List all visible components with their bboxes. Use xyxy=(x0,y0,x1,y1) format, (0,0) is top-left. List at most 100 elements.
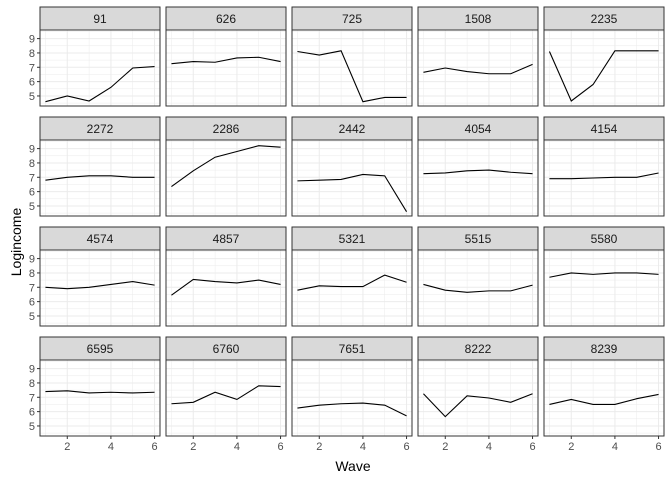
y-axis-ticks: 5 6 7 8 9 5 6 7 8 9 5 6 7 8 9 5 6 7 8 9 xyxy=(29,34,40,433)
plot-background xyxy=(544,250,664,326)
series-line-2286 xyxy=(171,145,281,188)
facet-panel-1508: 1508 xyxy=(417,6,539,107)
gridlines xyxy=(544,250,664,326)
facet-panel-2442: 2442 xyxy=(291,116,413,217)
series-line-4857 xyxy=(171,278,281,296)
x-tick-label: 2 xyxy=(568,441,574,453)
gridlines xyxy=(292,30,412,106)
y-tick-label: 6 xyxy=(29,407,35,419)
panel-border xyxy=(39,139,161,217)
series-line-626 xyxy=(171,56,281,65)
plot-background xyxy=(292,250,412,326)
panel-border xyxy=(39,29,161,107)
y-tick-label: 9 xyxy=(29,364,35,376)
y-tick-label: 7 xyxy=(29,172,35,184)
y-axis-title: Logincome xyxy=(8,208,24,277)
x-tick-label: 2 xyxy=(190,441,196,453)
series-line-725 xyxy=(297,50,407,103)
facet-strip-label: 5321 xyxy=(339,232,366,246)
x-tick-label: 4 xyxy=(612,441,618,453)
gridlines xyxy=(418,140,538,216)
y-tick-label: 9 xyxy=(29,34,35,46)
x-tick-label: 6 xyxy=(403,441,409,453)
x-tick-label: 4 xyxy=(234,441,240,453)
facet-panel-91: 91 xyxy=(39,6,161,107)
facet-panel-6595: 6595 xyxy=(39,336,161,437)
facet-strip-label: 725 xyxy=(342,12,362,26)
panel-border xyxy=(417,249,539,327)
x-tick-label: 2 xyxy=(64,441,70,453)
gridlines xyxy=(40,250,160,326)
facet-panel-4154: 4154 xyxy=(543,116,665,217)
series-line-8239 xyxy=(549,393,659,406)
facet-strip-label: 5580 xyxy=(591,232,618,246)
series-line-1508 xyxy=(423,63,533,75)
x-axis-title: Wave xyxy=(335,458,370,474)
facet-panel-4054: 4054 xyxy=(417,116,539,217)
series-line-6595 xyxy=(45,390,155,394)
series-line-91 xyxy=(45,66,155,103)
y-tick-label: 9 xyxy=(29,254,35,266)
panel-border xyxy=(291,359,413,437)
facet-strip-label: 1508 xyxy=(465,12,492,26)
y-tick-label: 5 xyxy=(29,421,35,433)
series-line-5580 xyxy=(549,272,659,278)
y-tick-label: 6 xyxy=(29,77,35,89)
series-line-7651 xyxy=(297,402,407,417)
y-tick-label: 8 xyxy=(29,378,35,390)
gridlines xyxy=(40,30,160,106)
x-tick-label: 4 xyxy=(486,441,492,453)
gridlines xyxy=(292,250,412,326)
facet-panel-2272: 2272 xyxy=(39,116,161,217)
y-tick-label: 7 xyxy=(29,282,35,294)
x-axis-ticks: 2 4 6 2 4 6 2 4 6 2 4 6 2 4 6 xyxy=(64,436,662,453)
plot-background xyxy=(418,30,538,106)
facet-strip-label: 6595 xyxy=(87,342,114,356)
series-line-4054 xyxy=(423,169,533,175)
series-line-2442 xyxy=(297,173,408,212)
facet-strip-label: 8222 xyxy=(465,342,492,356)
facet-strip-label: 7651 xyxy=(339,342,366,356)
plot-background xyxy=(418,140,538,216)
series-line-2235 xyxy=(548,50,659,102)
facet-strip-label: 2235 xyxy=(591,12,618,26)
panel-border xyxy=(417,139,539,217)
gridlines xyxy=(40,140,160,216)
series-line-4574 xyxy=(45,280,155,290)
panel-border xyxy=(543,359,665,437)
facet-panel-4574: 4574 xyxy=(39,226,161,327)
y-tick-label: 5 xyxy=(29,91,35,103)
plot-background xyxy=(40,360,160,436)
gridlines xyxy=(40,360,160,436)
panel-border xyxy=(291,29,413,107)
facet-strip-label: 8239 xyxy=(591,342,618,356)
gridlines xyxy=(292,140,412,216)
gridlines xyxy=(166,250,286,326)
y-tick-label: 7 xyxy=(29,392,35,404)
facet-panel-626: 626 xyxy=(165,6,287,107)
panel-border xyxy=(291,139,413,217)
panel-border xyxy=(165,139,287,217)
y-tick-label: 6 xyxy=(29,297,35,309)
panel-border xyxy=(543,139,665,217)
y-tick-label: 6 xyxy=(29,187,35,199)
facet-panel-4857: 4857 xyxy=(165,226,287,327)
plot-background xyxy=(292,140,412,216)
panel-border xyxy=(165,249,287,327)
facet-strip-label: 6760 xyxy=(213,342,240,356)
gridlines xyxy=(418,30,538,106)
plot-background xyxy=(292,30,412,106)
facet-strip-label: 4054 xyxy=(465,122,492,136)
panel-border xyxy=(543,249,665,327)
plot-background xyxy=(166,250,286,326)
facet-panel-7651: 7651 xyxy=(291,336,413,437)
series-line-2272 xyxy=(45,175,155,181)
facet-strip-label: 2272 xyxy=(87,122,114,136)
panel-border xyxy=(417,29,539,107)
facet-strip-label: 5515 xyxy=(465,232,492,246)
y-tick-label: 5 xyxy=(29,311,35,323)
plot-background xyxy=(418,360,538,436)
panel-border xyxy=(543,29,665,107)
panel-border xyxy=(39,249,161,327)
